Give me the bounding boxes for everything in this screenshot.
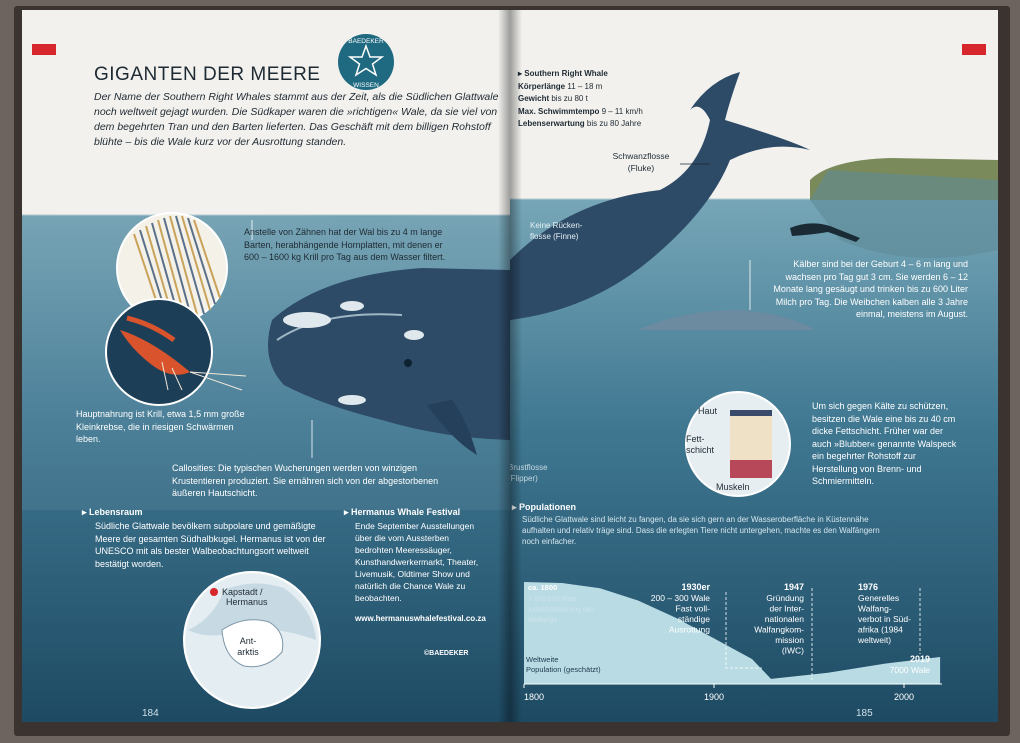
diver-icon [790, 223, 860, 242]
fat-layer [730, 416, 772, 460]
population-chart: 1800 1900 2000 Weltweite Population (geschät… [523, 582, 942, 702]
fat-label: Fett- [686, 434, 705, 444]
facts-heading: ▸ Southern Right Whale [518, 69, 608, 78]
annotation-text: Ausrottung [669, 625, 710, 635]
annotation-year: 1930er [681, 582, 710, 592]
whale-flipper [427, 400, 477, 455]
muscle-label: Muskeln [716, 482, 750, 492]
right-page: ▸ Southern Right Whale Körperlänge 11 – … [510, 10, 998, 722]
annotation-text: 7000 Wale [890, 665, 931, 675]
whale-head [268, 268, 510, 440]
annotation-year: ca. 1800 [528, 583, 557, 592]
skin-layer [730, 410, 772, 416]
annotation-text: afrika (1984 [858, 625, 903, 635]
krill-icon [120, 330, 190, 375]
blubber-text: Um sich gegen Kälte zu schützen, besitze… [812, 401, 957, 486]
annotation-text: Generelles [858, 593, 899, 603]
finne-label: Keine Rücken-flosse (Finne) [530, 221, 583, 241]
badge-top-text: BAEDEKER [348, 38, 384, 45]
annotation-text: Gründung [766, 593, 804, 603]
calf-whale [637, 310, 816, 330]
lebensraum-heading: ▸ Lebensraum [82, 507, 143, 517]
muscle-layer [730, 460, 772, 478]
annotation-text: ständige [678, 614, 710, 624]
page-number-left: 184 [142, 708, 159, 719]
blubber-diagram: Haut Fett- schicht Muskeln [685, 391, 791, 497]
x-tick-label: 2000 [894, 692, 914, 702]
callosities-text: Callosities: Die typischen Wucherungen w… [172, 463, 439, 498]
whale-body [510, 72, 810, 320]
page-number-right: 185 [856, 708, 873, 719]
baedeker-wissen-badge: BAEDEKER WISSEN [338, 34, 394, 90]
badge-bottom-text: WISSEN [353, 82, 379, 89]
annotation-text: verbot in Süd- [858, 614, 911, 624]
annotation-text: der Inter- [770, 604, 805, 614]
annotation-text: Fast voll- [676, 604, 711, 614]
lebensraum-text: Südliche Glattwale bevölkern subpolare u… [95, 521, 326, 569]
whale-illustration-right [510, 72, 998, 330]
chapter-tab-left [32, 44, 56, 55]
whale-illustration-left [22, 211, 510, 510]
fat-label: schicht [686, 445, 715, 455]
callosity [338, 395, 366, 405]
credit-label: ©BAEDEKER [424, 650, 469, 657]
annotation-year: 2019 [910, 654, 930, 664]
festival-heading: ▸ Hermanus Whale Festival [344, 507, 461, 517]
left-page: BAEDEKER WISSEN GIGANTEN DER MEERE Der N… [22, 10, 510, 722]
annotation-text: > 100 000 Wale [528, 596, 577, 603]
krill-text: Hauptnahrung ist Krill, etwa 1,5 mm groß… [76, 409, 245, 444]
map-antarctica-label: arktis [237, 647, 259, 657]
barten-text: Anstelle von Zähnen hat der Wal bis zu 4… [244, 227, 446, 262]
annotation-text: Walfangs [528, 617, 557, 624]
map-city-label: Kapstadt / [222, 587, 263, 597]
chapter-tab-right [962, 44, 986, 55]
x-tick-label: 1800 [524, 692, 544, 702]
populationen-heading: ▸ Populationen [512, 502, 577, 512]
location-pin-icon [210, 588, 218, 596]
annotation-text: Walfang- [858, 604, 892, 614]
populationen-text: Südliche Glattwale sind leicht zu fangen… [522, 515, 880, 546]
fact-row: Gewicht bis zu 80 t [518, 94, 588, 103]
star-icon [347, 43, 385, 77]
callosity [340, 301, 364, 311]
skin-label: Haut [698, 406, 718, 416]
facts-box: ▸ Southern Right Whale Körperlänge 11 – … [518, 68, 678, 131]
annotation-text: (IWC) [782, 646, 804, 656]
x-tick-label: 1900 [704, 692, 724, 702]
callosity [404, 330, 424, 340]
festival-url[interactable]: www.hermanuswhalefestival.co.za [355, 614, 486, 623]
callosity [283, 312, 331, 328]
fact-row: Max. Schwimmtempo 9 – 11 km/h [518, 106, 643, 116]
kaelber-text: Kälber sind bei der Geburt 4 – 6 m lang … [773, 259, 968, 319]
annotation-year: 1976 [858, 582, 878, 592]
annotation-text: weltweit) [857, 635, 891, 645]
antarctica-shape [221, 619, 284, 668]
y-axis-label: Weltweite Population (geschätzt) [526, 655, 601, 674]
fact-row: Körperlänge 11 – 18 m [518, 81, 603, 91]
map-antarctica-label: Ant- [240, 636, 257, 646]
annotation-text: Walfangkom- [754, 625, 804, 635]
festival-text: Ende September Ausstellungen über die vo… [355, 521, 479, 603]
fact-row: Lebenserwartung bis zu 80 Jahre [518, 119, 642, 128]
flipper-label: Brustflosse (Flipper) [510, 463, 548, 483]
map-city-label: Hermanus [226, 597, 268, 607]
annotation-text: mission [775, 635, 804, 645]
annotation-text: Industrialisierung des [528, 607, 595, 614]
intro-text: Der Name der Southern Right Whales stamm… [94, 91, 499, 148]
annotation-year: 1947 [784, 582, 804, 592]
whale-eye [404, 359, 412, 367]
page-title: GIGANTEN DER MEERE [94, 64, 321, 85]
dashed-guide [725, 592, 762, 669]
fluke-label: Schwanzflosse (Fluke) [612, 151, 670, 173]
population-area [524, 582, 941, 684]
annotation-text: 200 – 300 Wale [651, 593, 710, 603]
globe-map: Kapstadt / Hermanus Ant- arktis [183, 571, 321, 709]
annotation-text: nationalen [765, 614, 805, 624]
